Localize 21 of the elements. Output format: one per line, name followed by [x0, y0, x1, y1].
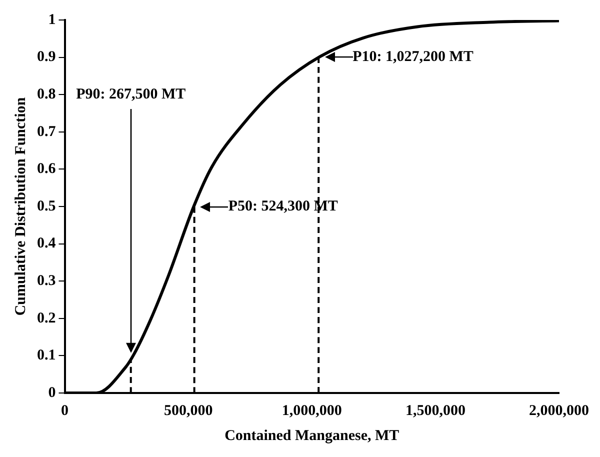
y-tick-label: 1 — [48, 12, 56, 28]
x-axis-title: Contained Manganese, MT — [224, 428, 400, 444]
x-tick-label: 1,000,000 — [282, 402, 342, 419]
x-tick-label: 2,000,000 — [529, 402, 589, 419]
y-tick-label: 0 — [48, 384, 56, 401]
y-tick-label: 0.5 — [37, 198, 56, 214]
annotation: P50: 524,300 MT — [228, 198, 338, 214]
annotation: P10: 1,027,200 MT — [352, 49, 474, 66]
y-tick-label: 0.7 — [37, 124, 56, 140]
x-tick-label: 500,000 — [164, 402, 213, 419]
annotation: P90: 267,500 MT — [76, 86, 186, 102]
y-tick-label: 0.6 — [37, 161, 56, 178]
y-tick-label: 0.4 — [37, 236, 56, 252]
y-tick-label: 0.3 — [37, 272, 56, 289]
x-tick-label: 1,500,000 — [405, 402, 466, 419]
y-tick-label: 0.9 — [37, 49, 56, 66]
y-tick-label: 0.1 — [37, 348, 56, 364]
y-tick-label: 0.2 — [37, 310, 56, 326]
y-axis-title: Cumulative Distribution Function — [12, 96, 29, 316]
x-tick-label: 0 — [61, 402, 68, 419]
y-tick-label: 0.8 — [37, 86, 56, 102]
